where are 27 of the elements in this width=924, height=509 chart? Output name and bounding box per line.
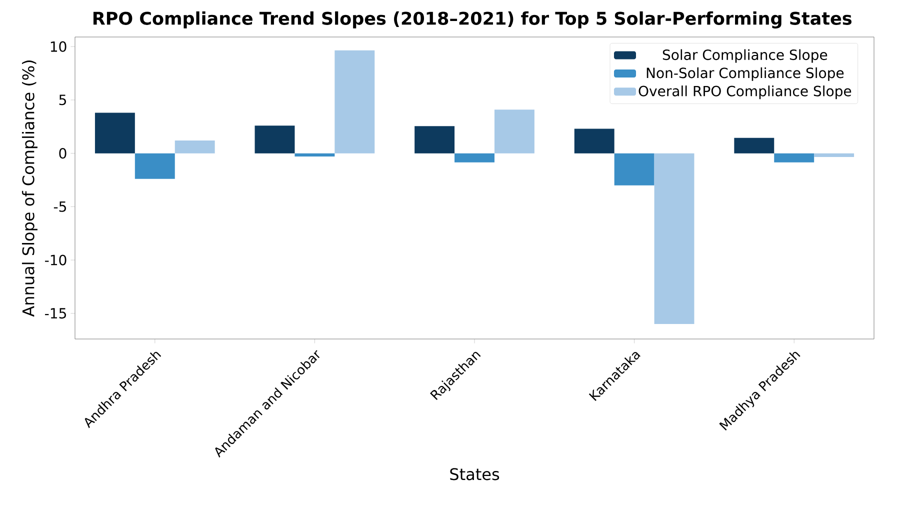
bar [774,153,814,162]
y-tick-label: 0 [59,148,66,159]
bar [654,153,694,324]
legend-label: Overall RPO Compliance Slope [638,86,852,100]
y-tick-label: -15 [45,308,66,319]
y-tick-label: -5 [54,201,66,212]
y-tick-label: 10 [50,41,66,52]
bar [94,112,135,154]
bar [334,50,375,154]
y-axis-title: Annual Slope of Compliance (%) [22,60,38,317]
bar [254,126,295,154]
bar [494,110,534,154]
legend-label: Non-Solar Compliance Slope [646,67,844,81]
bar [614,153,654,186]
bar [454,153,494,162]
x-axis-title: States [450,468,500,480]
bar [414,126,455,154]
bar [174,140,215,154]
bar [294,153,335,157]
bar [734,138,774,154]
bar [134,153,175,179]
legend-label: Solar Compliance Slope [662,49,828,63]
bar [574,128,614,154]
chart-title: RPO Compliance Trend Slopes (2018–2021) for Top 5 Solar-Performing States [93,11,852,28]
y-tick-label: -10 [45,254,66,266]
bar [814,153,854,158]
y-tick-label: 5 [59,94,66,106]
